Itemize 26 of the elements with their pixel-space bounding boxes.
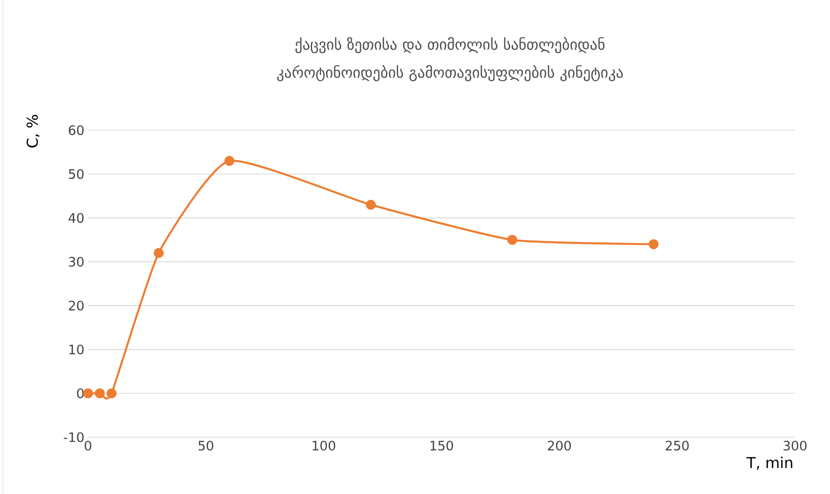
y-tick-label: 40 [68, 212, 84, 223]
point [648, 239, 659, 250]
point [106, 388, 117, 398]
x-tick-label: 200 [548, 440, 571, 450]
x-tick-label: 100 [312, 440, 336, 450]
y-tick-label: 0 [77, 388, 84, 398]
chart-title: ქაცვის ზეთისა და თიმოლის სანთლებიდან კაროტინოიდების გამოთავისუფლების კინეტიკა [277, 36, 623, 82]
y-tick-label: 10 [69, 344, 84, 354]
point [94, 388, 105, 398]
point [154, 248, 164, 258]
point [83, 388, 94, 398]
x-axis-title: T, min [746, 456, 792, 470]
x-tick-label: 300 [784, 440, 807, 450]
point [507, 234, 518, 245]
y-tick-label: 30 [68, 256, 84, 266]
y-tick-label: 50 [68, 168, 84, 179]
point [224, 156, 234, 166]
y-tick-label: -10 [64, 432, 84, 442]
x-tick-label: 50 [198, 440, 214, 450]
x-tick-label: 150 [430, 440, 454, 450]
y-tick-label: 20 [68, 300, 84, 310]
point [366, 200, 376, 210]
x-tick-label: 250 [666, 440, 689, 450]
y-axis-title: C, % [26, 114, 40, 148]
x-tick-label: 0 [84, 440, 92, 450]
y-tick-label: 60 [68, 125, 84, 135]
